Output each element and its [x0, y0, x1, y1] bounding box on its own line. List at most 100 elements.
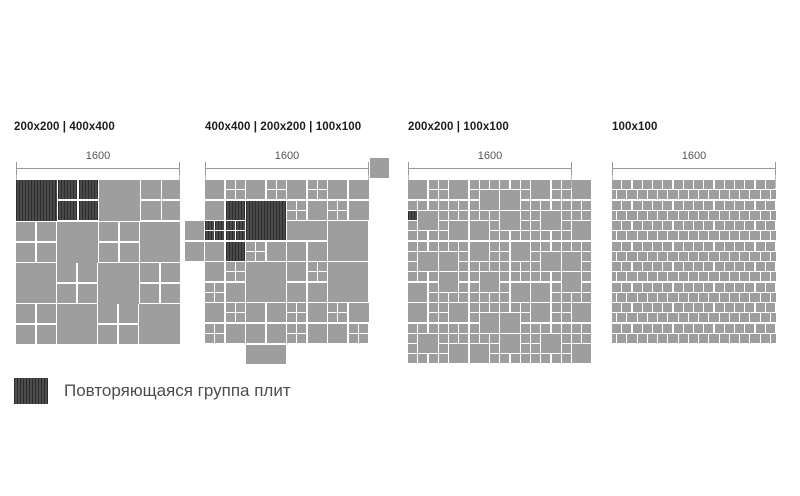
- tile: [561, 221, 571, 231]
- tile: [500, 180, 510, 190]
- tile: [658, 272, 668, 282]
- tile: [745, 241, 755, 251]
- tile: [531, 251, 541, 261]
- tile: [617, 333, 627, 343]
- tile: [490, 251, 500, 261]
- tile: [551, 231, 561, 241]
- tile: [694, 282, 704, 292]
- tile: [622, 303, 632, 313]
- tile: [750, 210, 760, 220]
- tile: [663, 323, 673, 333]
- tile: [709, 292, 719, 302]
- tile: [428, 241, 438, 251]
- tile: [642, 262, 652, 272]
- tile: [561, 200, 571, 210]
- tile: [765, 200, 775, 210]
- tile: [500, 313, 520, 333]
- tile: [348, 200, 369, 220]
- tile: [760, 292, 770, 302]
- tile: [678, 313, 688, 323]
- tile: [469, 313, 479, 323]
- tile: [668, 210, 678, 220]
- tile: [663, 241, 673, 251]
- tile: [668, 292, 678, 302]
- tile: [770, 251, 776, 261]
- tile: [307, 262, 317, 272]
- tile: [246, 180, 266, 200]
- tile: [760, 272, 770, 282]
- dimension-tick-right: [775, 162, 776, 175]
- tile: [541, 272, 551, 282]
- tile: [683, 221, 693, 231]
- tile: [256, 251, 266, 261]
- tile: [469, 241, 489, 261]
- tile: [704, 303, 714, 313]
- tile: [719, 313, 729, 323]
- tile: [714, 262, 724, 272]
- tile: [719, 231, 729, 241]
- tile: [735, 282, 745, 292]
- tile: [520, 333, 530, 343]
- tile: [490, 262, 500, 272]
- tile: [709, 210, 719, 220]
- tile: [572, 303, 592, 323]
- tile: [582, 200, 592, 210]
- tile: [714, 303, 724, 313]
- tile: [694, 241, 704, 251]
- tile: [745, 200, 755, 210]
- tile: [418, 354, 428, 364]
- tile: [572, 344, 592, 364]
- tile: [678, 292, 688, 302]
- tile: [755, 221, 765, 231]
- tile: [57, 283, 77, 303]
- tile: [612, 292, 617, 302]
- tile: [215, 282, 225, 292]
- dimension-label-wrap: 1600: [205, 150, 369, 162]
- tile: [729, 313, 740, 323]
- tile: [16, 263, 56, 303]
- tile: [531, 344, 541, 354]
- tile: [358, 323, 368, 333]
- tile: [490, 231, 500, 241]
- tile: [632, 221, 642, 231]
- tile: [479, 272, 500, 292]
- tile: [724, 221, 734, 231]
- tile: [673, 262, 683, 272]
- tile: [582, 282, 592, 292]
- tile: [287, 180, 307, 200]
- tile: [500, 292, 510, 302]
- tile: [428, 282, 438, 292]
- tile: [709, 231, 719, 241]
- tile: [627, 190, 637, 200]
- tile: [449, 303, 469, 323]
- tile: [469, 190, 479, 200]
- tile: [647, 292, 658, 302]
- tile: [745, 262, 755, 272]
- tile: [531, 241, 541, 251]
- tile: [500, 272, 510, 282]
- tile: [418, 251, 438, 272]
- tile: [408, 262, 418, 272]
- tile: [205, 323, 215, 333]
- tile: [418, 200, 428, 210]
- panel-title-4: 100x100: [612, 121, 658, 133]
- tile: [16, 304, 36, 324]
- tile: [612, 303, 622, 313]
- legend-label: Повторяющаяся группа плит: [64, 381, 291, 400]
- tile: [551, 323, 561, 333]
- tile-highlighted: [225, 221, 235, 231]
- tile: [582, 241, 592, 251]
- tile: [663, 282, 673, 292]
- tile: [520, 323, 530, 333]
- tile: [617, 231, 627, 241]
- tile: [520, 231, 530, 241]
- tile: [118, 324, 138, 344]
- tile: [246, 345, 286, 365]
- tile: [297, 210, 307, 220]
- tile: [408, 354, 418, 364]
- dimension-tick-right: [368, 162, 369, 175]
- tile: [755, 200, 765, 210]
- tile: [704, 200, 714, 210]
- tile: [729, 292, 740, 302]
- tile: [735, 323, 745, 333]
